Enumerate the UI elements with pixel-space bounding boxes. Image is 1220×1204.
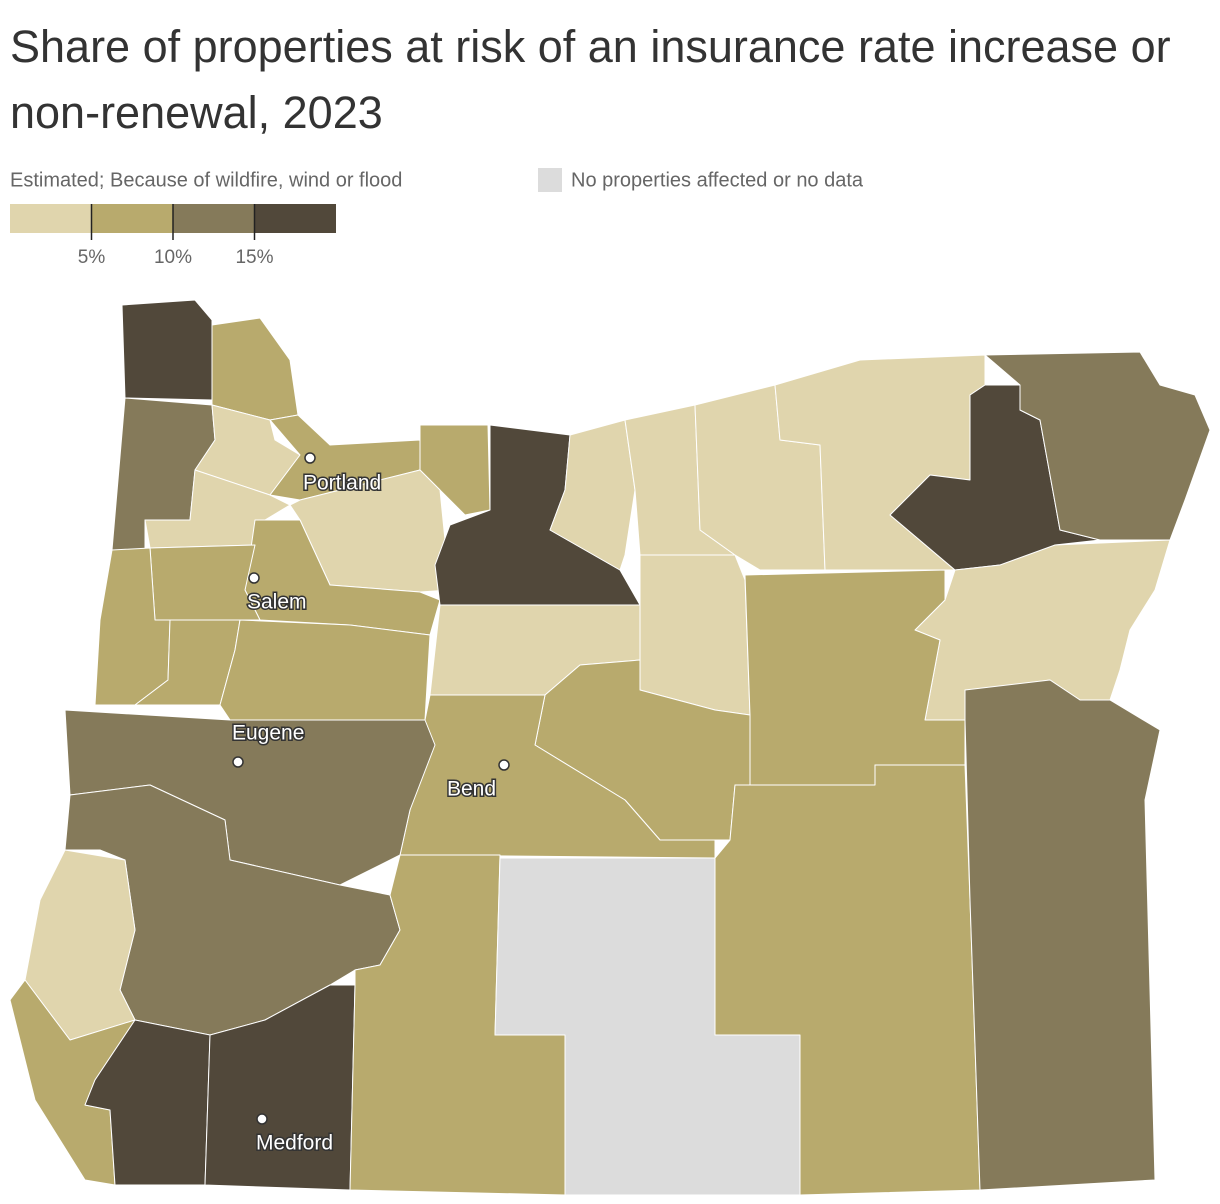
title: Share of properties at risk of an insura…: [10, 21, 1171, 138]
city-dot: [256, 1113, 268, 1125]
no-data-label: No properties affected or no data: [571, 169, 864, 191]
city-label: Portland: [303, 472, 381, 495]
legend-swatch: [173, 204, 255, 233]
legend-swatch: [10, 204, 92, 233]
county: [211, 317, 299, 421]
city-label: Bend: [447, 778, 496, 801]
legend-tick-label: 15%: [235, 247, 273, 268]
county: [349, 854, 566, 1196]
county: [744, 569, 966, 786]
county: [149, 544, 261, 621]
legend-tick-label: 5%: [78, 247, 106, 268]
legend-swatch: [91, 204, 173, 233]
legend-swatch: [254, 204, 336, 233]
legend-subtitle: Estimated; Because of wildfire, wind or …: [10, 169, 402, 191]
legend-tick-label: 10%: [154, 247, 192, 268]
city-dot: [304, 452, 316, 464]
city-label: Medford: [256, 1132, 333, 1155]
city-dot: [498, 759, 510, 771]
city-label: Salem: [247, 591, 307, 614]
county: [219, 619, 431, 721]
city-dot: [232, 756, 244, 768]
county: [419, 424, 491, 516]
no-data-swatch: [538, 168, 562, 192]
city-label: Eugene: [232, 722, 304, 745]
county: [964, 679, 1161, 1191]
city-dot: [248, 572, 260, 584]
county: [639, 554, 751, 716]
county: [714, 764, 981, 1196]
county: [121, 299, 213, 401]
